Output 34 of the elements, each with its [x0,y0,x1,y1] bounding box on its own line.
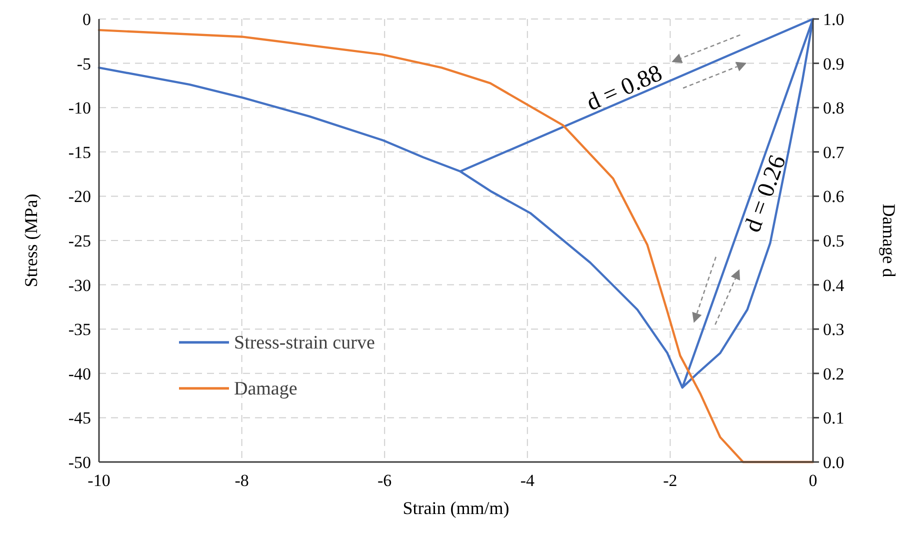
y2-axis-title: Damage d [879,204,899,278]
y-axis-title: Stress (MPa) [21,194,41,288]
x-axis-title: Strain (mm/m) [402,498,510,518]
y2-tick-label: 0.8 [823,98,844,118]
y2-tick-label: 0.5 [823,232,844,250]
y-tick-label: -20 [68,187,91,206]
x-tick-label: 0 [808,471,818,490]
y2-tick-label: 0.9 [823,54,844,74]
y-tick-label: -10 [68,98,91,118]
y-tick-label: -15 [68,142,91,162]
y2-tick-label: 1.0 [823,10,844,29]
y2-tick-label: 0.0 [823,453,844,472]
x-tick-label: -8 [234,471,249,490]
y-tick-label: -25 [68,232,91,250]
y2-tick-label: 0.1 [823,408,844,428]
annotation: d = 0.26 [740,152,792,236]
y-tick-label: -30 [68,276,91,295]
y2-tick-label: 0.4 [823,276,845,295]
y2-tick-label: 0.7 [823,142,845,162]
y2-tick-label: 0.6 [823,187,844,206]
y2-tick-label: 0.3 [823,320,844,340]
annotation: d = 0.88 [582,60,666,116]
legend-label: Stress-strain curve [234,332,375,354]
x-tick-label: -4 [520,471,535,490]
x-tick-label: -6 [378,471,392,490]
y2-tick-label: 0.2 [823,364,844,384]
y-tick-label: -50 [68,453,91,472]
y-tick-label: -45 [68,408,91,428]
legend-label: Damage [234,378,298,400]
y-tick-label: -40 [68,364,91,384]
x-tick-label: -2 [663,471,678,490]
y-tick-label: -35 [68,320,91,340]
y-tick-label: 0 [82,10,91,29]
y-tick-label: -5 [76,54,91,74]
